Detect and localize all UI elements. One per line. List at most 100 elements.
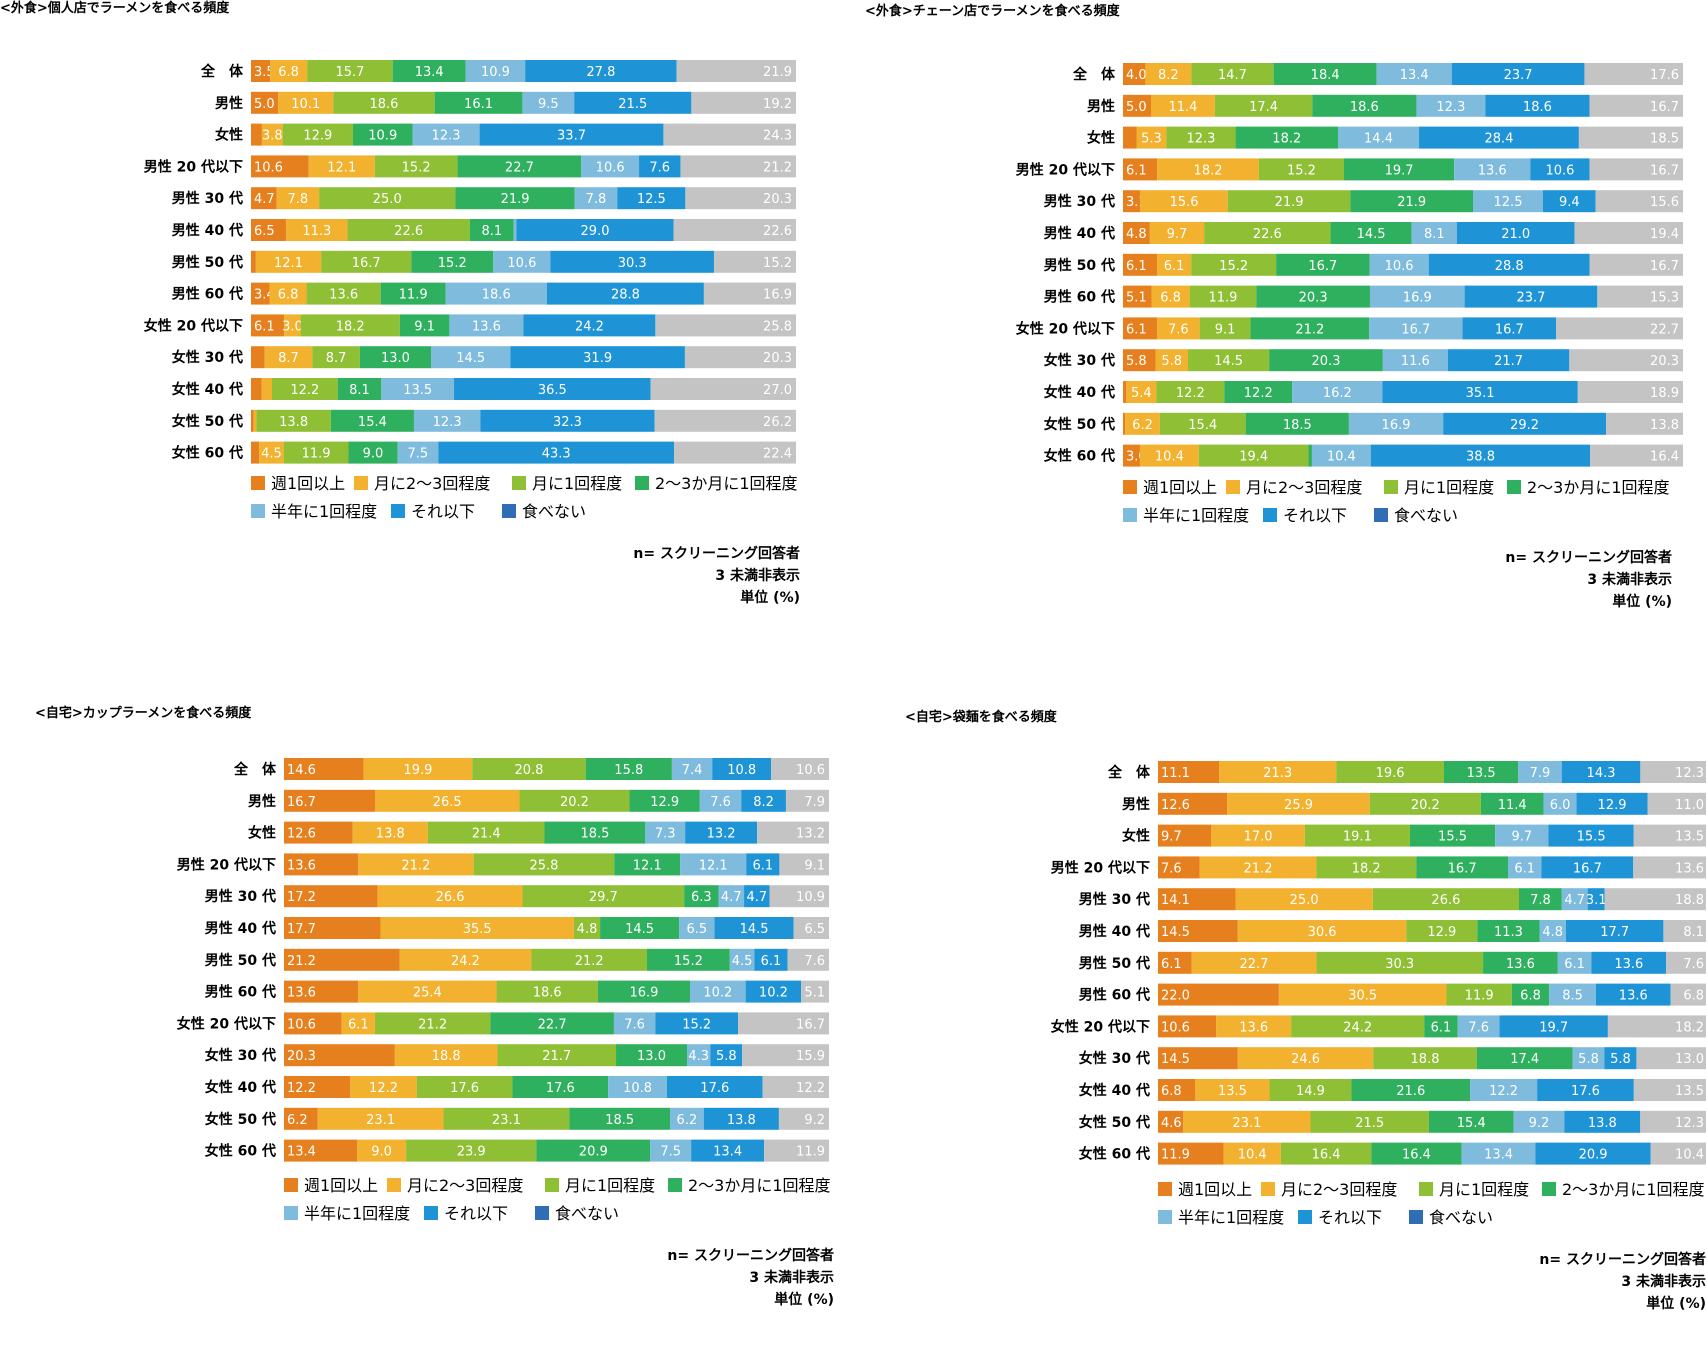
bar-segment <box>1123 94 1151 117</box>
bar-segment <box>710 1044 743 1067</box>
data-label: 6.1 <box>752 858 773 873</box>
bar-segment <box>1578 126 1683 149</box>
row-label: 女性 30 代 <box>1044 352 1115 369</box>
bar-segment <box>443 1107 570 1130</box>
data-label: 8.1 <box>1424 227 1445 242</box>
data-label: 35.5 <box>463 922 492 937</box>
bar-segment <box>1123 63 1146 85</box>
bar-segment <box>1584 63 1683 85</box>
row-label: 男性 50 代 <box>1044 257 1115 274</box>
bar-segment <box>413 409 481 432</box>
data-label: 8.1 <box>1683 925 1704 940</box>
bar-segment <box>1204 222 1331 244</box>
bar-segment <box>679 917 715 939</box>
bar-segment <box>1462 317 1557 340</box>
data-label: 24.2 <box>1343 1020 1372 1035</box>
data-label: 24.3 <box>763 129 792 144</box>
data-label: 4.7 <box>721 890 742 905</box>
row-label: 男性 20 代以下 <box>1051 859 1150 876</box>
data-label: 3.8 <box>262 129 283 144</box>
bar-segment <box>1556 317 1683 340</box>
bar-segment <box>1280 1142 1372 1165</box>
bar-segment <box>1216 1015 1292 1038</box>
bar-segment <box>666 1076 763 1098</box>
data-label: 6.1 <box>1514 861 1535 876</box>
bar-segment <box>1633 856 1706 879</box>
bar-segment <box>676 60 796 82</box>
data-label: 7.8 <box>1530 893 1551 908</box>
data-label: 35.1 <box>1466 386 1495 401</box>
bar-segment <box>512 1076 609 1098</box>
data-label: 16.2 <box>1323 386 1352 401</box>
bar-segment <box>680 853 747 876</box>
bar-segment <box>1548 824 1634 847</box>
data-label: 12.9 <box>1598 798 1627 813</box>
bar-segment <box>1227 190 1351 213</box>
data-label: 15.7 <box>335 65 364 80</box>
bar-segment <box>654 409 796 432</box>
data-label: 25.0 <box>373 192 402 207</box>
bar-segment <box>1273 63 1377 85</box>
bar-segment <box>741 789 786 812</box>
bar-segment <box>544 821 646 844</box>
data-label: 15.6 <box>1170 195 1199 210</box>
data-label: 29.0 <box>581 224 610 239</box>
data-label: 29.7 <box>589 890 618 905</box>
bar-segment <box>1123 412 1126 435</box>
data-label: 16.7 <box>1308 259 1337 274</box>
bar-segment <box>397 441 439 464</box>
bar-segment <box>680 155 796 178</box>
row-label: 女性 30 代 <box>1079 1050 1150 1067</box>
bar-segment <box>1419 126 1579 149</box>
data-label: 15.4 <box>1188 418 1217 433</box>
data-label: 11.9 <box>796 1145 825 1160</box>
bar-segment <box>480 409 655 432</box>
bar-segment <box>317 1107 444 1130</box>
bar-segment <box>333 91 435 114</box>
data-label: 11.4 <box>1168 100 1197 115</box>
data-label: 10.9 <box>368 129 397 144</box>
bar-segment <box>1337 126 1420 149</box>
bar-segment <box>307 60 393 82</box>
data-label: 10.1 <box>291 97 320 112</box>
chart-panel-cup-ramen: <自宅>カップラーメンを食べる頻度全 体 14.6 19.9 20.8 15.8 7.4 1… <box>0 675 853 1350</box>
data-label: 6.3 <box>691 890 712 905</box>
data-label: 13.4 <box>1484 1148 1513 1163</box>
row-label: 女性 60 代 <box>172 445 243 462</box>
data-label: 22.6 <box>1253 227 1282 242</box>
bar-segment <box>284 980 359 1003</box>
bar-segment <box>1343 158 1455 181</box>
data-label: 5.0 <box>254 97 275 112</box>
data-label: 5.8 <box>1610 1052 1631 1067</box>
data-label: 16.7 <box>1650 100 1679 115</box>
data-label: 14.5 <box>1214 354 1243 369</box>
data-label: 8.2 <box>1158 68 1179 83</box>
data-label: 7.6 <box>1468 1020 1489 1035</box>
bar-segment <box>1151 94 1215 117</box>
data-label: 10.6 <box>596 160 625 175</box>
data-label: 10.6 <box>287 1017 316 1032</box>
bar-segment <box>284 1139 358 1162</box>
bar-segment <box>1456 222 1575 244</box>
legend-swatch <box>1158 1210 1172 1224</box>
data-label: 13.5 <box>1218 1084 1247 1099</box>
bar-segment <box>573 917 601 939</box>
bar-segment <box>276 187 320 210</box>
bar-segment <box>1382 381 1578 403</box>
data-label: 12.6 <box>287 827 316 842</box>
legend-swatch <box>391 504 405 518</box>
bar-segment <box>1126 381 1157 403</box>
data-label: 23.7 <box>1516 291 1545 306</box>
bar-segment <box>251 282 270 305</box>
data-label: 14.4 <box>1364 132 1393 147</box>
data-label: 14.5 <box>456 351 485 366</box>
data-label: 13.5 <box>1675 1084 1704 1099</box>
legend-swatch <box>1384 480 1398 494</box>
legend-swatch <box>1123 508 1137 522</box>
bar-segment <box>357 1139 407 1162</box>
bar-segment <box>1123 285 1152 308</box>
bar-segment <box>1636 1047 1706 1070</box>
bar-segment <box>1447 349 1570 372</box>
data-label: 4.8 <box>1126 227 1147 242</box>
